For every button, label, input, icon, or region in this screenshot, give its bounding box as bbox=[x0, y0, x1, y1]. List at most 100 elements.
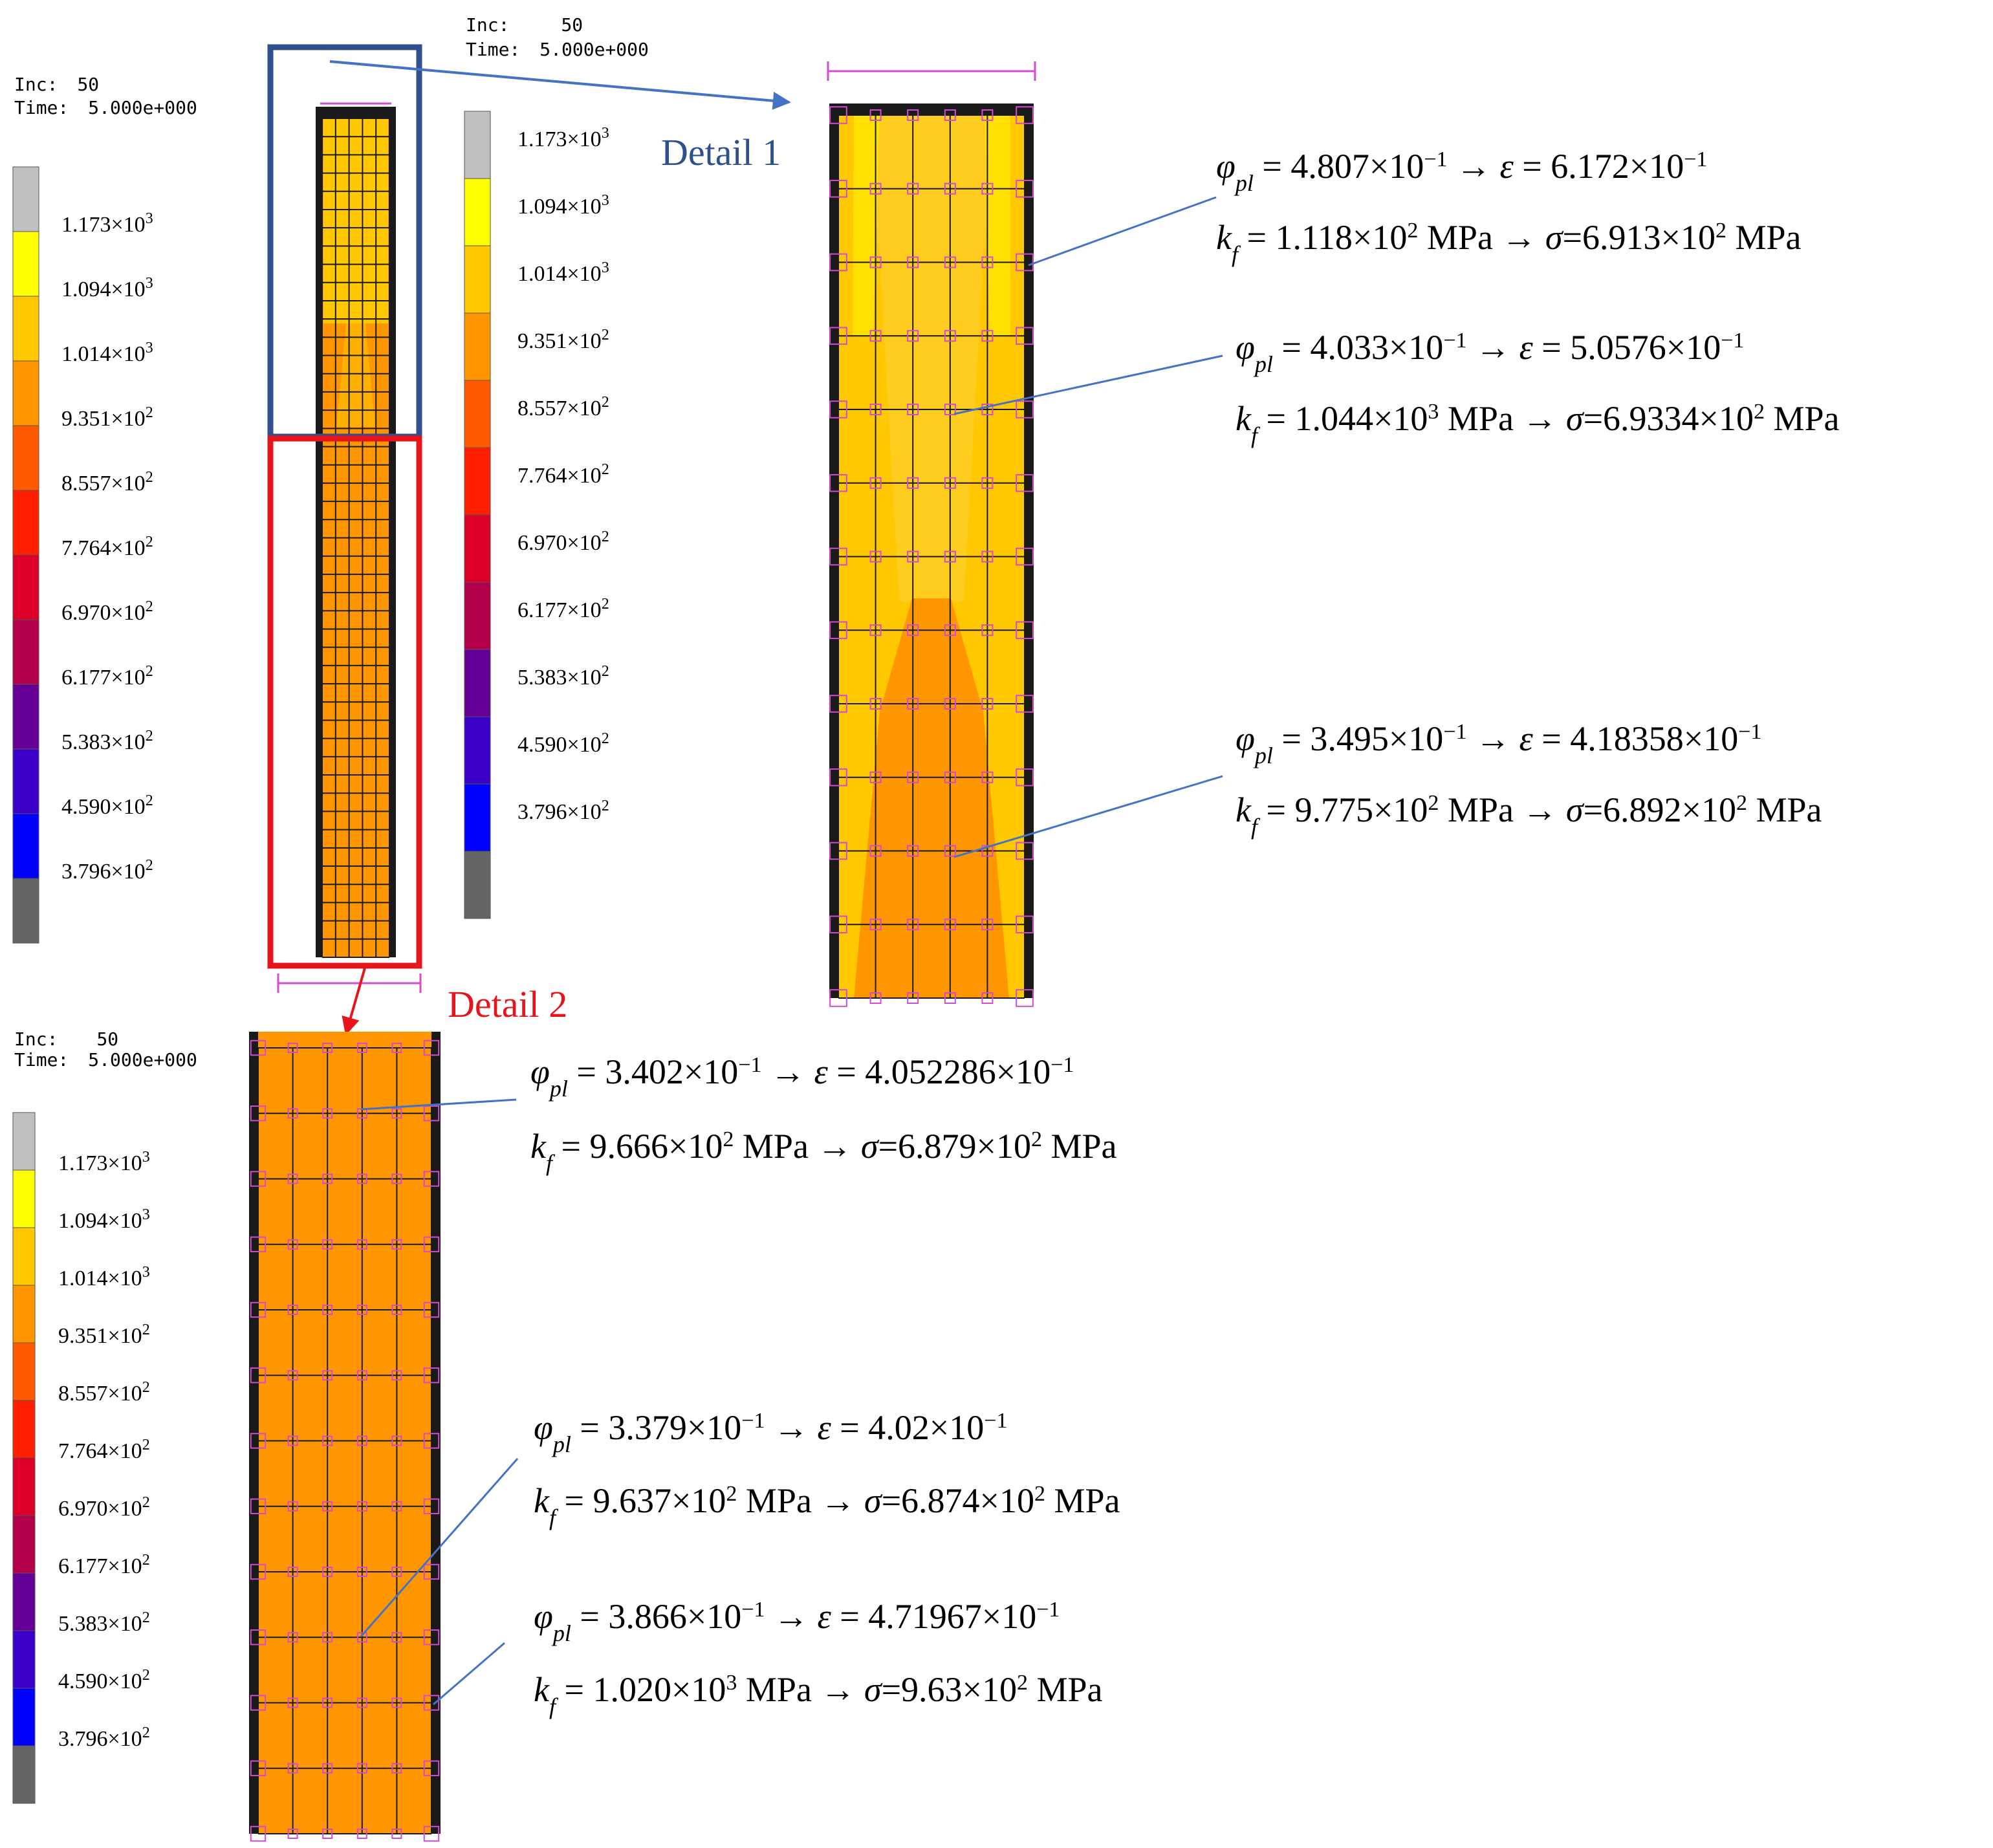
detail1-header: Inc: 50 Time: 5.000e+000 bbox=[466, 14, 649, 60]
annotation-block: φpl = 4.033×10−1 → ε = 5.0576×10−1 kf = 1… bbox=[1236, 328, 1840, 448]
legend-label: 1.014×103 bbox=[517, 259, 609, 286]
legend-swatch bbox=[12, 231, 39, 297]
legend-swatch bbox=[464, 514, 491, 583]
main-header: Inc: 50 Time: 5.000e+000 bbox=[14, 74, 197, 118]
legend-label: 9.351×102 bbox=[58, 1321, 150, 1348]
legend-swatch bbox=[12, 1285, 36, 1343]
phi-eps-line: φpl = 3.495×10−1 → ε = 4.18358×10−1 bbox=[1236, 719, 1761, 768]
detail1-specimen bbox=[827, 61, 1036, 1007]
detail2-mesh bbox=[250, 1039, 440, 1842]
legend-swatch bbox=[12, 684, 39, 750]
annotation-blocks: φpl = 4.807×10−1 → ε = 6.172×10−1 kf = 1.… bbox=[530, 147, 1840, 1719]
phi-eps-line: φpl = 3.402×10−1 → ε = 4.052286×10−1 bbox=[530, 1052, 1074, 1102]
overview-specimen bbox=[277, 102, 422, 993]
legend-swatch bbox=[12, 619, 39, 685]
legend-swatch bbox=[12, 296, 39, 362]
legend-label: 4.590×102 bbox=[58, 1667, 150, 1693]
legend-swatch bbox=[12, 1688, 36, 1746]
annotation-block: φpl = 3.379×10−1 → ε = 4.02×10−1 kf = 9.6… bbox=[534, 1408, 1120, 1530]
legend-swatch bbox=[12, 1745, 36, 1804]
legend-swatch bbox=[464, 582, 491, 650]
legend-label: 1.094×103 bbox=[61, 275, 153, 301]
color-legend-detail1: 1.173×103 1.094×103 1.014×103 9.351×102 8.55… bbox=[464, 111, 609, 919]
annotation-block: φpl = 3.402×10−1 → ε = 4.052286×10−1 kf =… bbox=[530, 1052, 1117, 1176]
legend-label: 8.557×102 bbox=[517, 394, 609, 420]
detail1-title: Detail 1 bbox=[661, 131, 781, 173]
overview-mesh bbox=[321, 118, 390, 958]
color-legend-main: 1.173×103 1.094×103 1.014×103 9.351×102 8.55… bbox=[12, 166, 153, 944]
legend-swatch bbox=[464, 178, 491, 246]
legend-label: 1.173×103 bbox=[58, 1149, 150, 1175]
legend-swatch bbox=[12, 1457, 36, 1516]
detail1-mesh bbox=[829, 106, 1034, 1007]
legend-label: 1.014×103 bbox=[58, 1264, 150, 1290]
legend-label: 1.094×103 bbox=[517, 192, 609, 219]
detail2-header: Inc: 50 Time: 5.000e+000 bbox=[14, 1028, 197, 1071]
time-label: Time: bbox=[466, 39, 520, 60]
legend-label: 3.796×102 bbox=[517, 798, 609, 824]
kf-sigma-line: kf = 1.118×102 MPa → σ=6.913×102 MPa bbox=[1216, 218, 1802, 267]
legend-label: 6.177×102 bbox=[58, 1552, 150, 1578]
phi-eps-line: φpl = 3.379×10−1 → ε = 4.02×10−1 bbox=[534, 1408, 1007, 1457]
annotation-block: φpl = 3.866×10−1 → ε = 4.71967×10−1 kf = … bbox=[534, 1597, 1103, 1719]
legend-swatch bbox=[12, 425, 39, 491]
legend-swatch bbox=[464, 111, 491, 179]
color-legend-detail2: 1.173×103 1.094×103 1.014×103 9.351×102 8.55… bbox=[12, 1112, 150, 1804]
kf-sigma-line: kf = 9.775×102 MPa → σ=6.892×102 MPa bbox=[1236, 790, 1822, 840]
legend-label: 3.796×102 bbox=[61, 857, 153, 884]
kf-sigma-line: kf = 9.637×102 MPa → σ=6.874×102 MPa bbox=[534, 1481, 1120, 1530]
legend-swatch bbox=[12, 1112, 36, 1171]
legend-label: 5.383×102 bbox=[58, 1609, 150, 1636]
legend-label: 7.764×102 bbox=[58, 1437, 150, 1463]
legend-label: 4.590×102 bbox=[61, 792, 153, 819]
legend-label: 3.796×102 bbox=[58, 1724, 150, 1751]
legend-label: 9.351×102 bbox=[517, 327, 609, 353]
legend-swatch bbox=[464, 716, 491, 785]
leader-lines bbox=[360, 196, 1223, 1706]
kf-sigma-line: kf = 9.666×102 MPa → σ=6.879×102 MPa bbox=[530, 1127, 1117, 1176]
annotation-block: φpl = 3.495×10−1 → ε = 4.18358×10−1 kf = … bbox=[1236, 719, 1822, 840]
legend-label: 8.557×102 bbox=[58, 1379, 150, 1406]
legend-label: 6.177×102 bbox=[517, 596, 609, 622]
annotation-block: φpl = 4.807×10−1 → ε = 6.172×10−1 kf = 1.… bbox=[1216, 147, 1802, 267]
legend-swatch bbox=[12, 748, 39, 814]
legend-swatch bbox=[12, 1400, 36, 1459]
time-label: Time: bbox=[14, 97, 69, 118]
inc-label: Inc: bbox=[14, 1028, 58, 1050]
legend-label: 7.764×102 bbox=[517, 461, 609, 488]
legend-label: 1.014×103 bbox=[61, 340, 153, 366]
legend-label: 7.764×102 bbox=[61, 534, 153, 560]
detail2-specimen bbox=[249, 1032, 441, 1842]
phi-eps-line: φpl = 4.807×10−1 → ε = 6.172×10−1 bbox=[1216, 147, 1707, 196]
legend-label: 6.177×102 bbox=[61, 663, 153, 690]
legend-swatch bbox=[464, 312, 491, 381]
legend-swatch bbox=[464, 649, 491, 717]
legend-swatch bbox=[464, 447, 491, 516]
time-label: Time: bbox=[14, 1049, 69, 1071]
detail2-title: Detail 2 bbox=[448, 983, 567, 1025]
svg-text:Time:5.000e+000: Time: 5.000e+000 bbox=[14, 97, 197, 118]
detail2-frame bbox=[267, 435, 422, 969]
svg-text:Time:5.000e+000: Time: 5.000e+000 bbox=[14, 1049, 197, 1071]
legend-swatch bbox=[464, 783, 491, 852]
svg-text:Time:5.000e+000: Time: 5.000e+000 bbox=[466, 39, 649, 60]
time-value: 5.000e+000 bbox=[88, 97, 197, 118]
legend-label: 1.173×103 bbox=[517, 125, 609, 151]
kf-sigma-line: kf = 1.020×103 MPa → σ=9.63×102 MPa bbox=[534, 1670, 1103, 1719]
legend-label: 9.351×102 bbox=[61, 404, 153, 431]
legend-label: 5.383×102 bbox=[517, 663, 609, 690]
legend-label: 8.557×102 bbox=[61, 469, 153, 495]
legend-swatch bbox=[464, 851, 491, 919]
legend-label: 6.970×102 bbox=[61, 598, 153, 625]
legend-swatch bbox=[464, 245, 491, 314]
legend-swatch bbox=[12, 1572, 36, 1631]
legend-swatch bbox=[12, 360, 39, 426]
legend-swatch bbox=[12, 490, 39, 556]
svg-text:Inc:50: Inc: 50 bbox=[14, 74, 99, 95]
inc-value: 50 bbox=[561, 14, 583, 36]
legend-swatch bbox=[12, 554, 39, 620]
inc-value: 50 bbox=[77, 74, 99, 95]
time-value: 5.000e+000 bbox=[539, 39, 649, 60]
detail2-arrow bbox=[342, 965, 367, 1036]
